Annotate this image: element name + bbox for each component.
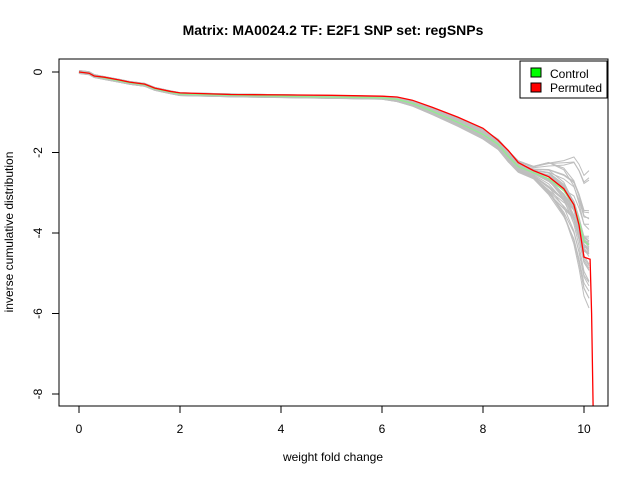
x-tick-label: 8 — [480, 422, 487, 436]
x-axis: 0 2 4 6 8 10 — [76, 405, 591, 436]
x-axis-label: weight fold change — [282, 450, 383, 464]
series-line-permuted — [78, 71, 594, 407]
x-tick-label: 4 — [278, 422, 285, 436]
permutation-curve — [78, 73, 590, 292]
legend: Control Permuted — [519, 60, 608, 99]
y-axis: 0 -2 -4 -6 -8 — [31, 68, 60, 399]
x-tick-label: 2 — [177, 422, 184, 436]
series-layer — [78, 71, 594, 407]
y-tick-label: -6 — [31, 308, 45, 319]
legend-label-permuted: Permuted — [550, 81, 602, 95]
y-tick-label: -4 — [31, 227, 45, 238]
series-line-control — [78, 71, 590, 246]
legend-swatch-control — [530, 67, 542, 78]
y-tick-label: -2 — [31, 147, 45, 158]
y-axis-label: inverse cumulative distribution — [2, 152, 16, 313]
y-tick-label: -8 — [31, 388, 45, 399]
y-tick-label: 0 — [31, 68, 45, 75]
x-tick-label: 6 — [379, 422, 386, 436]
permutation-curve — [78, 72, 590, 245]
x-tick-label: 10 — [577, 422, 591, 436]
x-tick-label: 0 — [76, 422, 83, 436]
legend-label-control: Control — [550, 67, 589, 81]
chart-title: Matrix: MA0024.2 TF: E2F1 SNP set: regSN… — [183, 22, 484, 38]
legend-swatch-permuted — [530, 82, 542, 93]
